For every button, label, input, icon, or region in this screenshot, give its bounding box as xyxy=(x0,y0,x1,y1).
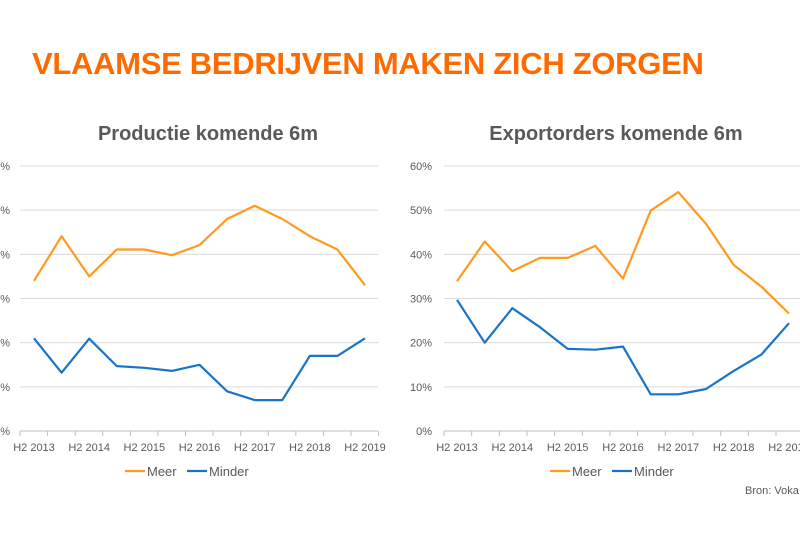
y-tick-label: 30% xyxy=(410,294,432,306)
y-tick-label: 0% xyxy=(416,426,432,438)
x-tick-label: H2 2017 xyxy=(234,442,276,454)
series-line-minder xyxy=(456,299,790,396)
x-tick-label: H2 2019 xyxy=(768,442,800,454)
x-tick-label: H2 2015 xyxy=(124,442,166,454)
x-tick-label: H2 2016 xyxy=(602,442,644,454)
y-tick-label: 20% xyxy=(0,338,10,350)
legend-label: Minder xyxy=(209,464,249,479)
chart-title: Productie komende 6m xyxy=(98,123,318,145)
x-tick-label: H2 2015 xyxy=(547,442,589,454)
slide-title: VLAAMSE BEDRIJVEN MAKEN ZICH ZORGEN xyxy=(32,46,704,81)
y-tick-label: 40% xyxy=(410,249,432,261)
x-tick-label: H2 2017 xyxy=(658,442,700,454)
y-tick-label: 0% xyxy=(0,426,10,438)
y-tick-label: 50% xyxy=(0,205,10,217)
y-tick-label: 10% xyxy=(410,382,432,394)
x-tick-label: H2 2018 xyxy=(289,442,331,454)
y-tick-label: 30% xyxy=(0,294,10,306)
source-note: Bron: Voka xyxy=(745,485,800,497)
chart-title: Exportorders komende 6m xyxy=(489,123,742,145)
legend-label: Meer xyxy=(572,464,602,479)
y-tick-label: 40% xyxy=(0,249,10,261)
y-tick-label: 60% xyxy=(410,161,432,173)
x-tick-label: H2 2019 xyxy=(344,442,386,454)
y-tick-label: 20% xyxy=(410,338,432,350)
x-tick-label: H2 2018 xyxy=(713,442,755,454)
legend-label: Meer xyxy=(147,464,177,479)
x-tick-label: H2 2013 xyxy=(13,442,55,454)
legend-label: Minder xyxy=(634,464,674,479)
chart-2: Exportorders komende 6m 0% 10% 20% 30% 40% 50%… xyxy=(410,123,800,479)
y-tick-label: 60% xyxy=(0,161,10,173)
y-tick-label: 50% xyxy=(410,205,432,217)
x-tick-label: H2 2014 xyxy=(68,442,110,454)
series-line-minder xyxy=(33,337,366,402)
y-tick-label: 10% xyxy=(0,382,10,394)
x-tick-label: H2 2014 xyxy=(492,442,534,454)
x-tick-label: H2 2016 xyxy=(179,442,221,454)
series-line-meer xyxy=(33,204,366,286)
x-tick-label: H2 2013 xyxy=(436,442,478,454)
chart-1: Productie komende 6m 0% 10% 20% 30% 40% 50% 60%… xyxy=(0,123,386,479)
